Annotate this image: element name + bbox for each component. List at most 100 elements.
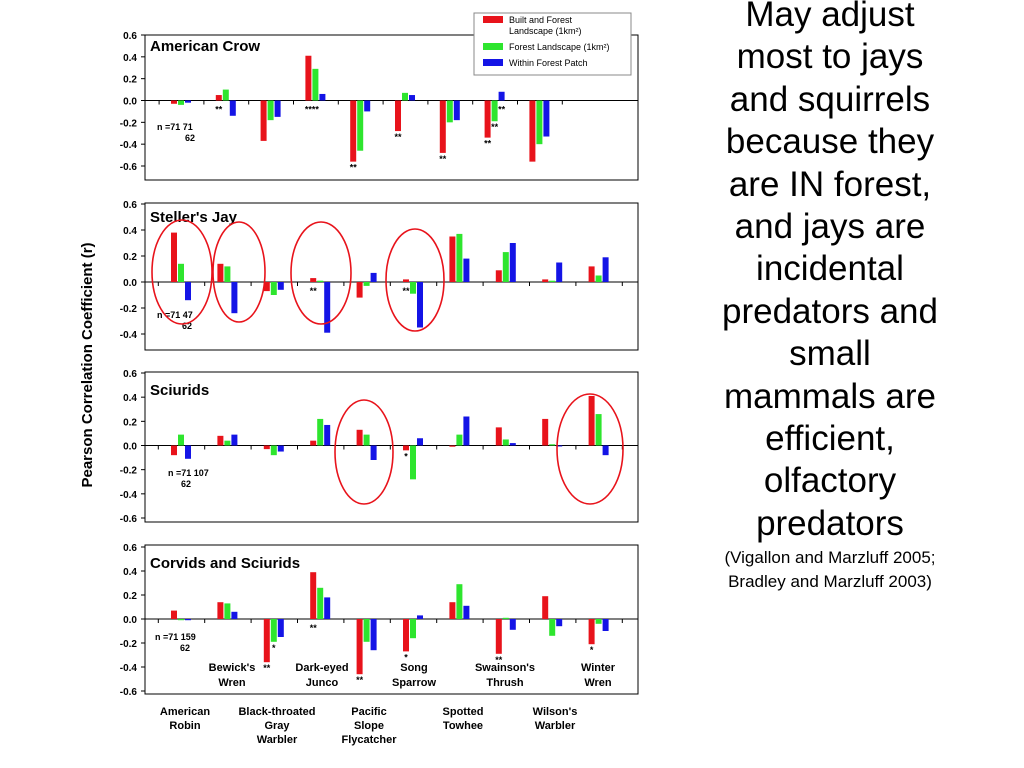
highlight-circle xyxy=(212,221,266,323)
bar xyxy=(453,100,460,121)
sample-size-label: n =71 71 xyxy=(157,122,193,132)
bar xyxy=(602,619,609,631)
y-tick-label: 0.2 xyxy=(123,75,137,86)
bar xyxy=(370,619,377,651)
bar xyxy=(356,282,363,298)
bar xyxy=(363,619,370,642)
bar xyxy=(502,439,509,446)
bar xyxy=(356,619,363,675)
y-tick-label: 0.6 xyxy=(123,200,137,211)
sample-size-label: 62 xyxy=(182,321,192,331)
bar xyxy=(402,92,408,101)
bar xyxy=(403,445,409,451)
bar xyxy=(417,282,423,328)
significance-marker: ** xyxy=(310,623,318,633)
bar xyxy=(260,100,267,141)
sample-size-label: n =71 159 xyxy=(155,632,196,642)
bar xyxy=(215,95,222,101)
bar xyxy=(277,445,284,452)
bar xyxy=(217,263,224,282)
species-label: Winter xyxy=(581,662,616,674)
bar xyxy=(509,619,516,630)
significance-marker: ** xyxy=(312,105,320,115)
bar xyxy=(324,424,331,446)
bar xyxy=(231,611,238,619)
bar xyxy=(502,252,509,282)
bar xyxy=(310,572,317,619)
significance-marker: * xyxy=(272,643,276,653)
y-tick-label: 0.4 xyxy=(123,53,137,64)
y-tick-label: 0.2 xyxy=(123,417,137,428)
y-tick-label: -0.4 xyxy=(120,663,138,674)
legend-swatch xyxy=(483,16,503,23)
y-tick-label: 0.6 xyxy=(123,543,137,554)
bar xyxy=(549,444,556,446)
bar xyxy=(588,395,595,446)
bar xyxy=(370,445,377,460)
bar xyxy=(542,279,549,282)
main-text-line: small xyxy=(789,334,871,374)
y-tick-label: -0.4 xyxy=(120,490,138,501)
bar xyxy=(267,100,274,121)
bar xyxy=(270,445,277,456)
y-tick-label: -0.4 xyxy=(120,140,138,151)
bar xyxy=(417,438,423,446)
bar xyxy=(350,100,357,162)
y-tick-label: -0.2 xyxy=(120,118,138,129)
bar xyxy=(270,282,277,295)
species-label: Dark-eyed xyxy=(295,662,348,674)
bar xyxy=(171,610,177,619)
main-text-line: because they xyxy=(725,122,935,162)
bar xyxy=(536,100,543,145)
panel-title: Steller's Jay xyxy=(150,209,238,226)
bar xyxy=(556,445,563,447)
main-text-line: olfactory xyxy=(763,461,897,501)
bar xyxy=(356,429,363,446)
bar xyxy=(439,100,446,153)
bar xyxy=(410,445,416,480)
significance-marker: ** xyxy=(305,105,313,115)
bar xyxy=(224,603,231,619)
citation-line: (Vigallon and Marzluff 2005; xyxy=(724,548,936,568)
species-label: Sparrow xyxy=(392,677,436,689)
bar xyxy=(456,434,463,446)
bar xyxy=(463,416,470,446)
species-label: Pacific xyxy=(351,706,386,718)
bar xyxy=(171,445,177,456)
species-label: Warbler xyxy=(257,734,298,746)
bar xyxy=(171,100,177,104)
species-label: Song xyxy=(400,662,428,674)
y-tick-label: -0.2 xyxy=(120,304,138,315)
bar xyxy=(403,619,409,652)
bar xyxy=(277,282,284,290)
bar xyxy=(602,445,609,456)
bar xyxy=(178,619,184,621)
main-text-line: and squirrels xyxy=(729,79,931,119)
legend-swatch xyxy=(483,43,503,50)
bar xyxy=(310,440,317,446)
species-label: American xyxy=(160,706,210,718)
bar xyxy=(456,584,463,619)
bar xyxy=(185,282,191,301)
bar xyxy=(231,434,238,446)
bar xyxy=(231,282,238,314)
bar xyxy=(270,619,277,642)
bar xyxy=(588,619,595,645)
bar xyxy=(319,93,326,101)
species-label: Robin xyxy=(169,720,200,732)
species-label: Black-throated xyxy=(238,706,315,718)
legend-label: Forest Landscape (1km²) xyxy=(509,42,610,52)
bar xyxy=(449,602,456,619)
bar xyxy=(263,282,270,292)
sample-size-label: 62 xyxy=(180,643,190,653)
bar xyxy=(317,587,324,619)
bar xyxy=(217,602,224,619)
bar xyxy=(395,100,401,132)
significance-marker: * xyxy=(590,645,594,655)
highlight-circle xyxy=(385,228,445,332)
bar xyxy=(229,100,236,116)
bar xyxy=(310,278,317,282)
main-text-line: predators xyxy=(756,503,904,543)
y-tick-label: -0.6 xyxy=(120,514,138,525)
bar xyxy=(417,615,423,619)
